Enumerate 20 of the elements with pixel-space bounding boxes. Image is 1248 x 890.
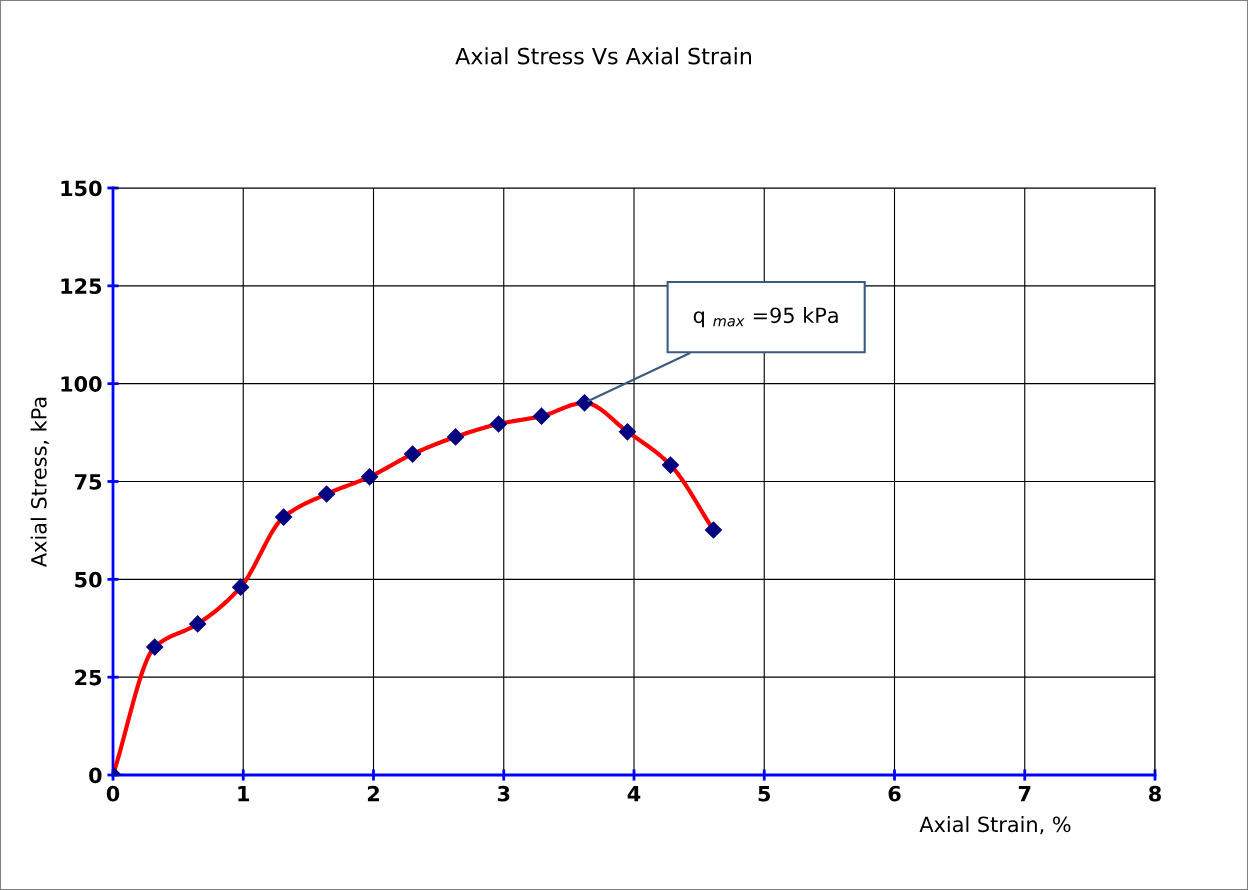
x-tick-label: 5	[758, 786, 771, 802]
x-axis-title: Axial Strain, %	[919, 816, 1071, 835]
x-tick-label: 2	[367, 785, 379, 802]
x-tick-label: 4	[627, 786, 641, 802]
chart-title: Axial Stress Vs Axial Strain	[455, 47, 752, 65]
y-tick-label: 125	[61, 278, 102, 295]
x-tick-label: 8	[1149, 785, 1161, 802]
x-tick-label: 1	[238, 786, 250, 802]
y-tick-label: 25	[75, 669, 102, 686]
y-axis-title: Axial Stress, kPa	[30, 397, 49, 567]
y-tick-label: 75	[74, 474, 102, 490]
y-tick-label: 50	[75, 571, 102, 588]
y-tick-label: 150	[61, 180, 102, 197]
x-tick-label: 6	[888, 785, 901, 802]
y-tick-label: 0	[89, 767, 102, 784]
x-tick-label: 3	[497, 785, 510, 802]
y-tick-label: 100	[61, 376, 102, 392]
annotation: q $_{max}$ =95 kPa	[693, 307, 838, 328]
x-tick-label: 7	[1018, 786, 1031, 802]
x-tick-label: 0	[106, 785, 120, 802]
